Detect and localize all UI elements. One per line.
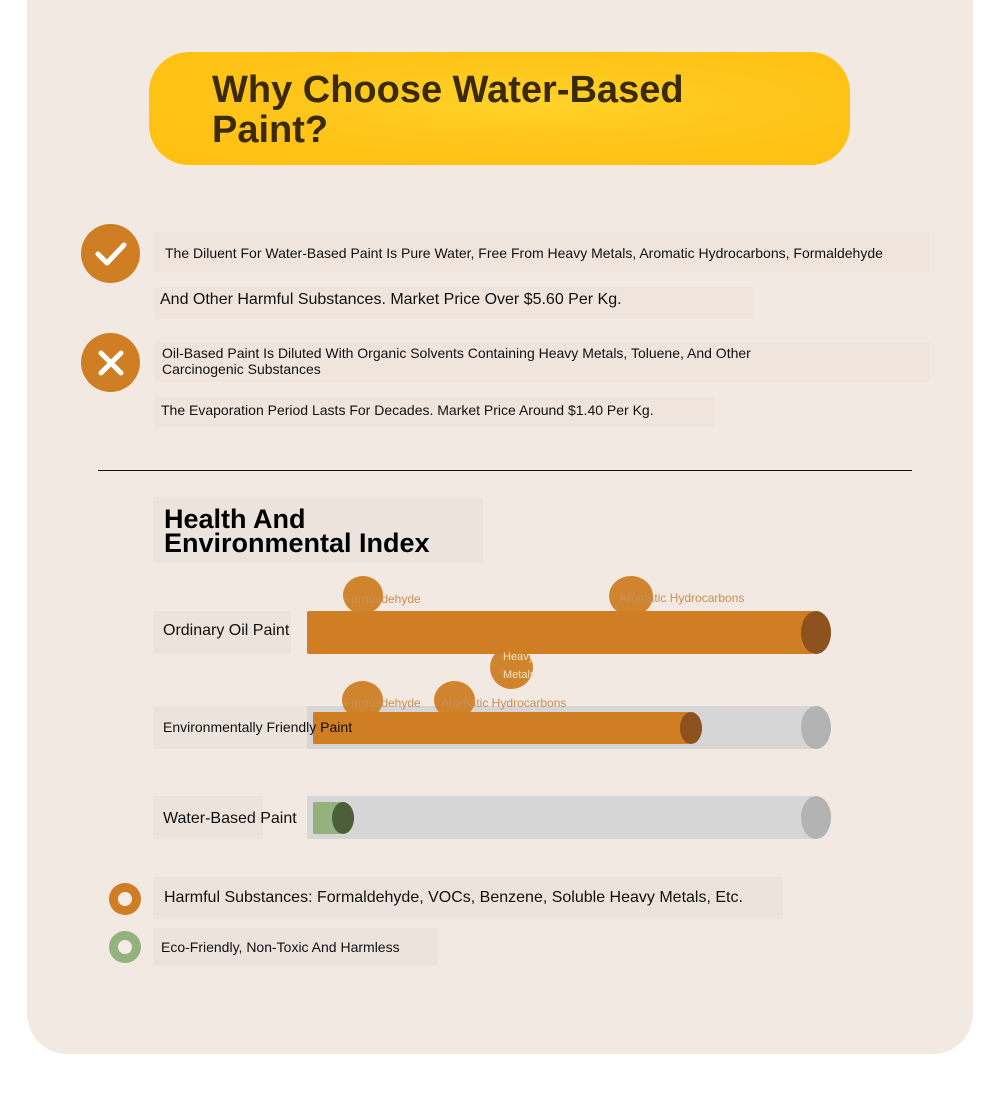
bar-track-eco-friendly-paint [307, 706, 831, 749]
marker-label-aromatic-hydrocarbons-oil: Aromatic Hydrocarbons [619, 591, 745, 605]
bar-label-ordinary-oil-paint: Ordinary Oil Paint [163, 622, 290, 639]
title-banner [149, 52, 850, 165]
aromatic-hydrocarbons-marker-eco [434, 681, 475, 719]
bar-fill-cap [801, 611, 831, 654]
bar-label-eco-friendly-paint: Environmentally Friendly Paint [163, 719, 353, 735]
marker-label-aromatic-hydrocarbons-eco: Aromatic Hydrocarbons [441, 696, 567, 710]
legend-bg [153, 877, 783, 919]
page-title: Why Choose Water-Based Paint? [212, 69, 684, 151]
section-title-bg [153, 497, 483, 562]
formaldehyde-marker-eco [342, 681, 383, 719]
bar-fill-water-based-paint [313, 802, 354, 834]
bar-label-bg [153, 611, 291, 654]
bar-track-cap [801, 706, 831, 749]
bar-fill-cap [332, 802, 354, 834]
heavy-metals-marker-oil [490, 646, 533, 689]
formaldehyde-marker-oil [343, 576, 383, 614]
check-icon [95, 242, 126, 265]
index-title: Health And Environmental Index [164, 504, 430, 558]
oil-based-description-line2: The Evaporation Period Lasts For Decades… [161, 402, 654, 418]
oil-based-line1-bg [155, 342, 930, 382]
aromatic-hydrocarbons-marker-oil [609, 576, 653, 616]
check-badge [81, 224, 140, 283]
water-based-description-line2: And Other Harmful Substances. Market Pri… [160, 291, 622, 308]
oil-based-line2-bg [155, 397, 715, 427]
bar-fill-eco-friendly-paint [313, 712, 702, 744]
bar-fill-cap [680, 712, 702, 744]
harmful-legend-dot [109, 883, 141, 915]
legend-harmful-text: Harmful Substances: Formaldehyde, VOCs, … [164, 889, 743, 906]
marker-label-formaldehyde-eco: Formaldehyde [344, 696, 421, 710]
bar-fill-ordinary-oil-paint [307, 611, 831, 654]
x-icon [98, 350, 123, 375]
bar-track-water-based-paint [307, 796, 831, 839]
water-based-line2-bg [155, 287, 753, 319]
water-based-description-line1: The Diluent For Water-Based Paint Is Pur… [165, 245, 883, 261]
bar-track-cap [801, 796, 831, 839]
section-divider [98, 470, 912, 471]
bar-track-ordinary-oil-paint [307, 611, 831, 654]
x-badge [81, 333, 140, 392]
bar-label-bg [153, 796, 263, 839]
bar-label-water-based-paint: Water-Based Paint [163, 810, 297, 827]
legend-bg [153, 928, 438, 966]
marker-label-heavy-metals-oil: Heavy Metals [503, 651, 536, 681]
legend-eco-text: Eco-Friendly, Non-Toxic And Harmless [161, 939, 400, 955]
eco-legend-dot [109, 931, 141, 963]
marker-label-formaldehyde-oil: Formaldehyde [344, 592, 421, 606]
water-based-line1-bg [155, 232, 930, 272]
oil-based-description-line1: Oil-Based Paint Is Diluted With Organic … [162, 345, 751, 377]
